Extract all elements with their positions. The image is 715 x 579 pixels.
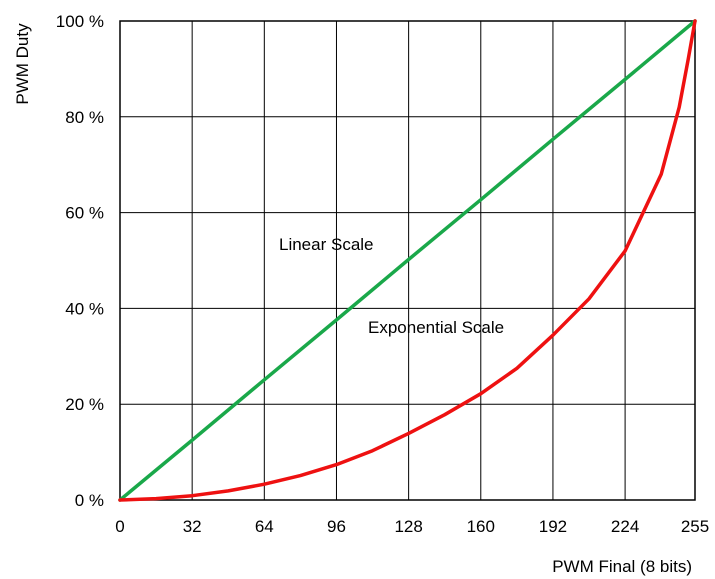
grid-lines	[120, 21, 695, 500]
x-tick-label: 128	[394, 517, 422, 536]
x-axis-title: PWM Final (8 bits)	[552, 557, 692, 576]
series-lines	[118, 19, 697, 502]
linear-scale-label: Linear Scale	[279, 235, 374, 254]
x-tick-label: 64	[255, 517, 274, 536]
exponential-scale-line	[118, 19, 697, 502]
y-tick-label: 0 %	[75, 491, 104, 510]
y-tick-label: 40 %	[65, 299, 104, 318]
x-tick-label: 0	[115, 517, 124, 536]
y-axis-title: PWM Duty	[13, 23, 32, 105]
x-tick-label: 192	[539, 517, 567, 536]
x-tick-labels: 0 32 64 96 128 160 192 224 255	[115, 517, 709, 536]
x-tick-label: 255	[681, 517, 709, 536]
y-tick-label: 80 %	[65, 108, 104, 127]
x-tick-label: 96	[327, 517, 346, 536]
linear-scale-line	[118, 19, 697, 502]
exponential-scale-label: Exponential Scale	[368, 318, 504, 337]
x-tick-label: 160	[467, 517, 495, 536]
y-tick-label: 20 %	[65, 395, 104, 414]
x-tick-label: 224	[611, 517, 639, 536]
y-tick-label: 60 %	[65, 204, 104, 223]
y-tick-label: 100 %	[56, 12, 104, 31]
y-tick-labels: 0 % 20 % 40 % 60 % 80 % 100 %	[56, 12, 104, 510]
x-tick-label: 32	[183, 517, 202, 536]
plot-frame	[119, 20, 696, 501]
